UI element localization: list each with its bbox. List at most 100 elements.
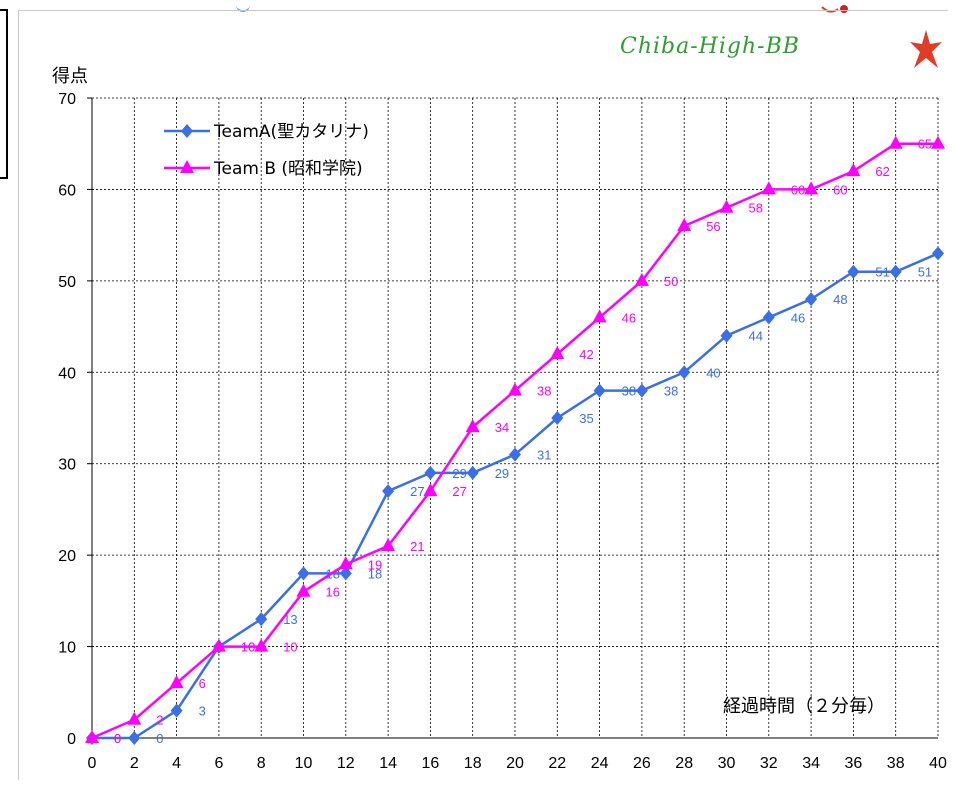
team-a-point bbox=[805, 292, 818, 307]
team-a-point bbox=[762, 310, 775, 325]
team-b-data-label: 16 bbox=[326, 585, 340, 600]
y-tick-label: 0 bbox=[67, 731, 76, 748]
x-tick-label: 40 bbox=[929, 755, 947, 772]
x-tick-label: 36 bbox=[845, 755, 863, 772]
x-tick-label: 26 bbox=[633, 755, 651, 772]
team-a-point bbox=[720, 328, 733, 343]
y-axis-label: 得点 bbox=[52, 66, 88, 87]
team-b-data-label: 38 bbox=[537, 384, 551, 399]
team-b-data-label: 65 bbox=[918, 137, 932, 152]
team-b-point bbox=[254, 638, 269, 652]
team-b-point bbox=[211, 638, 226, 652]
team-b-point bbox=[296, 583, 311, 597]
x-tick-label: 10 bbox=[295, 755, 313, 772]
team-b-point bbox=[85, 730, 99, 743]
team-a-point bbox=[424, 465, 437, 480]
team-a-point bbox=[255, 612, 268, 627]
team-b-point bbox=[338, 556, 353, 570]
team-b-data-label: 6 bbox=[199, 676, 206, 691]
team-b-point bbox=[888, 135, 903, 149]
team-b-legend-label: Team B (昭和学院) bbox=[213, 159, 363, 179]
x-tick-label: 20 bbox=[506, 755, 524, 772]
team-a-data-label: 18 bbox=[368, 566, 382, 581]
x-tick-label: 32 bbox=[760, 755, 778, 772]
team-a-legend-marker bbox=[181, 124, 193, 138]
team-b-data-label: 60 bbox=[791, 182, 805, 197]
team-b-data-label: 42 bbox=[579, 347, 593, 362]
team-a-data-label: 0 bbox=[156, 731, 163, 746]
x-tick-label: 22 bbox=[548, 755, 566, 772]
team-a-point bbox=[382, 484, 395, 499]
team-b-point bbox=[550, 346, 565, 359]
team-b-data-label: 50 bbox=[664, 274, 678, 289]
team-b-data-label: 46 bbox=[622, 310, 636, 325]
team-b-data-label: 62 bbox=[875, 164, 889, 179]
team-a-data-label: 31 bbox=[537, 448, 551, 463]
top-blue-fragment bbox=[236, 0, 250, 12]
y-tick-label: 50 bbox=[58, 274, 76, 291]
x-tick-label: 6 bbox=[214, 755, 223, 772]
team-a-point bbox=[678, 365, 691, 380]
team-a-data-label: 44 bbox=[749, 329, 763, 344]
y-tick-label: 60 bbox=[58, 182, 76, 199]
team-a-data-label: 46 bbox=[791, 310, 805, 325]
y-tick-label: 30 bbox=[58, 457, 76, 474]
x-tick-label: 14 bbox=[379, 755, 397, 772]
team-b-point bbox=[677, 218, 692, 231]
team-a-legend-label: TeamA(聖カタリナ) bbox=[213, 122, 369, 142]
team-b-data-label: 10 bbox=[283, 640, 297, 655]
team-a-data-label: 0 bbox=[114, 731, 121, 746]
brand-logo-icon bbox=[908, 28, 944, 74]
team-b-data-label: 10 bbox=[241, 640, 255, 655]
x-tick-label: 34 bbox=[802, 755, 820, 772]
team-a-point bbox=[509, 447, 521, 462]
team-a-point bbox=[932, 246, 944, 261]
x-tick-label: 16 bbox=[422, 755, 440, 772]
team-a-data-label: 29 bbox=[495, 466, 509, 481]
team-a-data-label: 51 bbox=[875, 265, 889, 280]
x-tick-label: 8 bbox=[257, 755, 266, 772]
team-a-point bbox=[170, 703, 183, 718]
team-b-point bbox=[465, 419, 480, 433]
team-b-point bbox=[719, 199, 734, 213]
x-tick-label: 4 bbox=[172, 755, 181, 772]
y-tick-label: 70 bbox=[58, 91, 76, 108]
team-a-data-label: 35 bbox=[579, 411, 593, 426]
team-b-data-label: 0 bbox=[114, 731, 121, 746]
team-b-data-label: 34 bbox=[495, 420, 509, 435]
x-tick-label: 2 bbox=[130, 755, 139, 772]
x-tick-label: 18 bbox=[464, 755, 482, 772]
team-b-legend-marker bbox=[180, 160, 194, 173]
team-b-point bbox=[423, 483, 438, 497]
x-tick-label: 38 bbox=[887, 755, 905, 772]
x-tick-label: 24 bbox=[591, 755, 609, 772]
team-a-data-label: 3 bbox=[199, 704, 206, 719]
team-b-point bbox=[381, 538, 396, 551]
team-b-point bbox=[169, 675, 184, 689]
team-b-point bbox=[846, 163, 861, 177]
brand-logo-text: Chiba-High-BB bbox=[620, 34, 800, 59]
team-a-point bbox=[889, 264, 902, 279]
x-tick-label: 12 bbox=[337, 755, 355, 772]
team-a-data-label: 40 bbox=[706, 365, 720, 380]
x-tick-label: 28 bbox=[675, 755, 693, 772]
team-b-data-label: 19 bbox=[368, 557, 382, 572]
team-a-data-label: 29 bbox=[452, 466, 466, 481]
team-a-point bbox=[297, 566, 310, 581]
team-a-data-label: 13 bbox=[283, 612, 297, 627]
team-a-data-label: 38 bbox=[664, 384, 678, 399]
team-b-point bbox=[761, 181, 776, 195]
team-a-data-label: 51 bbox=[918, 265, 932, 280]
team-b-point bbox=[931, 135, 945, 149]
team-a-point bbox=[847, 264, 860, 279]
team-b-point bbox=[127, 711, 142, 725]
team-a-point bbox=[551, 411, 564, 425]
team-a-point bbox=[466, 465, 479, 480]
x-tick-label: 30 bbox=[718, 755, 736, 772]
team-b-data-label: 56 bbox=[706, 219, 720, 234]
team-a-data-label: 48 bbox=[833, 292, 847, 307]
y-tick-label: 20 bbox=[58, 548, 76, 565]
team-a-point bbox=[593, 383, 606, 398]
